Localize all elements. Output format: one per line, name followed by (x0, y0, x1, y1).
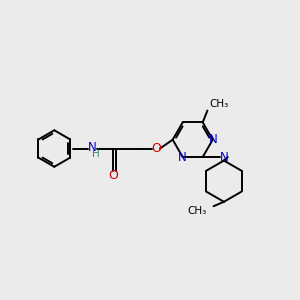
Text: CH₃: CH₃ (188, 206, 207, 216)
Text: N: N (177, 151, 186, 164)
Text: N: N (88, 141, 97, 154)
Text: O: O (151, 142, 161, 155)
Text: CH₃: CH₃ (209, 99, 229, 109)
Text: O: O (108, 169, 118, 182)
Text: H: H (92, 148, 100, 158)
Text: N: N (220, 151, 228, 164)
Text: N: N (209, 133, 218, 146)
